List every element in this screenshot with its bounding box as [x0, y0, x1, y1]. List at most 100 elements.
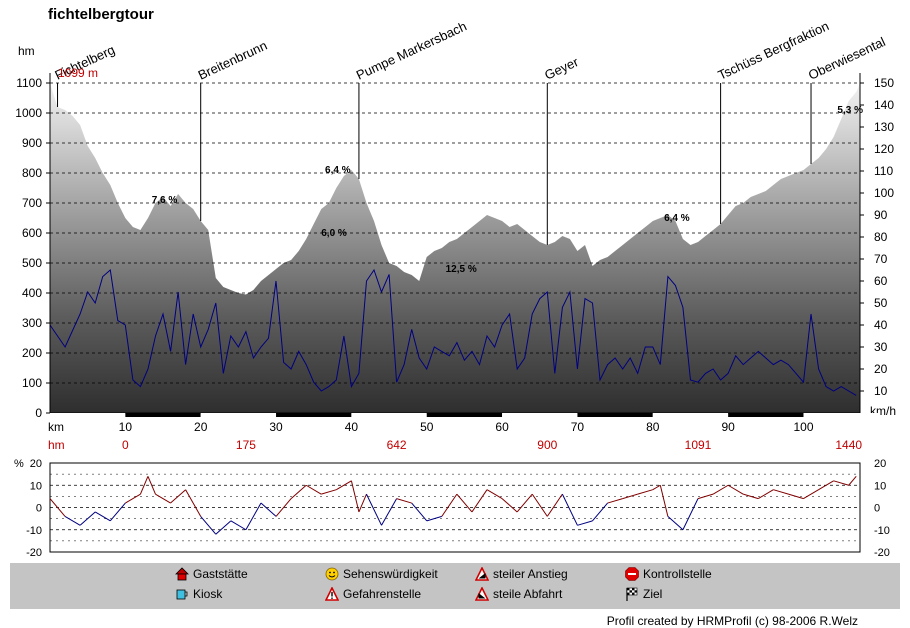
gradient-series-segment [396, 498, 412, 504]
y-tick-label: 100 [22, 376, 42, 390]
start-elevation-label: 1099 m [58, 66, 98, 80]
y-tick-label: 700 [22, 196, 42, 210]
gradient-series-segment [426, 515, 442, 522]
legend-panel: Gaststätte Kiosk Sehenswürdigkeit Gefahr… [10, 563, 900, 609]
x-tick-label: 50 [420, 420, 434, 434]
waypoint-label: Breitenbrunn [196, 38, 270, 83]
gradient-series-segment [659, 485, 669, 517]
y-tick-label: 400 [22, 286, 42, 300]
gradient-series-segment [350, 480, 360, 513]
gradient-tick-label: -20 [26, 547, 42, 559]
y-tick-label: 200 [22, 346, 42, 360]
gradient-tick-label-right: 0 [874, 503, 880, 515]
gradient-series-segment [577, 520, 593, 526]
gradient-series-segment [321, 489, 337, 495]
gradient-series-segment [260, 502, 277, 517]
x-tick-label: 60 [495, 420, 509, 434]
descent-icon [474, 586, 490, 601]
y2-tick-label: 150 [874, 76, 894, 90]
x-axis-segment [577, 413, 653, 417]
gradient-tick-label-right: -20 [874, 547, 890, 559]
x-axis-segment [50, 413, 126, 417]
y-tick-label: 1100 [16, 76, 42, 90]
gradient-series-segment [486, 489, 503, 500]
cumulative-hm-label: 900 [537, 438, 557, 452]
climb-icon [474, 566, 490, 581]
gradient-series-segment [471, 489, 488, 513]
y2-tick-label: 10 [874, 384, 888, 398]
gradient-series-segment [147, 476, 156, 495]
gradient-series-segment [215, 520, 232, 535]
gradient-series-segment [607, 498, 623, 504]
legend-item-kontrollstelle: Kontrollstelle [625, 567, 712, 581]
credit-text: Profil created by HRMProfil (c) 98-2006 … [606, 614, 858, 628]
gradient-series-segment [275, 498, 292, 517]
x-tick-label: 20 [194, 420, 208, 434]
cumulative-hm-label: 1440 [835, 438, 862, 452]
gradient-label: 6,4 % [664, 213, 690, 224]
y2-tick-label: 80 [874, 230, 888, 244]
legend-item-steile-abfahrt: steile Abfahrt [474, 586, 562, 601]
gradient-series-segment [411, 502, 428, 522]
gradient-series-segment [682, 498, 699, 530]
y-tick-label: 1000 [15, 106, 42, 120]
gradient-series-segment [622, 493, 638, 500]
gradient-series-segment [637, 489, 653, 495]
gradient-label: 6,4 % [325, 165, 351, 176]
chart-title: fichtelbergtour [48, 6, 154, 23]
gradient-tick-label: 20 [30, 458, 42, 470]
gradient-series-segment [712, 484, 729, 495]
gradient-series-segment [818, 480, 834, 491]
y-tick-label: 600 [22, 226, 42, 240]
gradient-series-segment [155, 493, 171, 504]
y2-tick-label: 40 [874, 318, 888, 332]
gradient-series-segment [94, 511, 111, 522]
gradient-tick-label-right: 10 [874, 480, 886, 492]
gradient-label: 6,0 % [321, 228, 347, 239]
y2-tick-label: 20 [874, 362, 888, 376]
gradient-tick-label-right: 20 [874, 458, 886, 470]
gradient-tick-label: -10 [26, 525, 42, 537]
speed-series-line [49, 268, 857, 396]
x-axis-segment [351, 413, 427, 417]
warning-icon [324, 586, 340, 601]
x-axis-segment [728, 413, 804, 417]
y-tick-label: 900 [22, 136, 42, 150]
cumulative-hm-label: 642 [387, 438, 407, 452]
y-tick-label: 800 [22, 166, 42, 180]
gradient-series-segment [290, 484, 307, 499]
gradient-label: 5,3 % [837, 105, 863, 116]
gradient-series-segment [170, 489, 186, 504]
gradient-series-segment [441, 493, 458, 517]
gradient-series-segment [79, 511, 96, 526]
legend-item-ziel: Ziel [625, 587, 662, 601]
x-axis-segment [276, 413, 352, 417]
x-axis-segment [652, 413, 729, 417]
x-axis-segment [803, 413, 879, 417]
y2-tick-label: 120 [874, 142, 894, 156]
gradient-series-segment [501, 498, 518, 513]
gradient-series-segment [667, 516, 684, 531]
legend-item-sehenswuerdigkeit: Sehenswürdigkeit [325, 567, 438, 581]
x-tick-label: 90 [721, 420, 735, 434]
gradient-series-segment [788, 493, 804, 500]
hm-row-label: hm [48, 438, 65, 452]
waypoint-label: Pumpe Markersbach [354, 18, 469, 82]
x-axis-segment [426, 413, 503, 417]
gradient-series-segment [531, 493, 548, 517]
cumulative-hm-label: 175 [236, 438, 256, 452]
y2-tick-label: 140 [874, 98, 894, 112]
gradient-label: 12,5 % [446, 264, 477, 275]
x-axis-segment [502, 413, 578, 417]
legend-item-gefahrenstelle: Gefahrenstelle [324, 586, 421, 601]
gradient-series-segment [139, 476, 149, 495]
gradient-series-segment [592, 502, 608, 522]
elevation-area [50, 83, 860, 414]
y2-tick-label: 90 [874, 208, 888, 222]
gradient-series-segment [358, 493, 367, 513]
x-axis-segment [125, 413, 201, 417]
y2-tick-label: 110 [874, 164, 893, 178]
gradient-series-segment [561, 493, 578, 526]
cup-icon [175, 587, 189, 601]
smiley-icon [325, 567, 339, 581]
